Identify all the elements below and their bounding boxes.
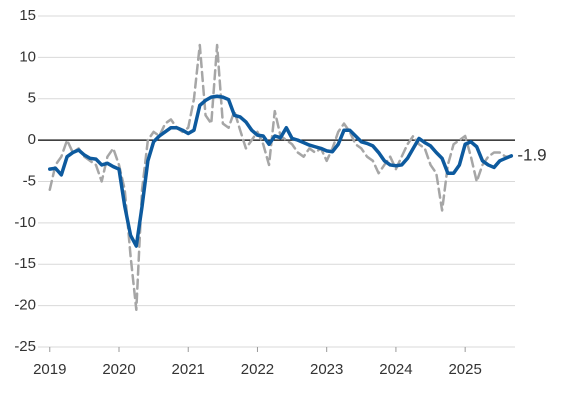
x-tick-label: 2023	[310, 361, 343, 378]
x-tick-label: 2021	[172, 361, 205, 378]
y-tick-label: -20	[14, 297, 36, 314]
x-tick-label: 2020	[102, 361, 135, 378]
x-tick-label: 2022	[241, 361, 274, 378]
y-tick-label: -25	[14, 338, 36, 355]
end-label: -1.9	[517, 145, 546, 164]
x-tick-label: 2019	[33, 361, 66, 378]
y-tick-label: -10	[14, 214, 36, 231]
y-tick-label: -15	[14, 255, 36, 272]
y-tick-label: 5	[28, 90, 36, 107]
x-tick-label: 2024	[379, 361, 412, 378]
y-tick-label: -5	[23, 172, 36, 189]
x-tick-label: 2025	[448, 361, 481, 378]
y-tick-label: 10	[19, 48, 36, 65]
y-tick-label: 15	[19, 7, 36, 24]
y-tick-label: 0	[28, 131, 36, 148]
series-line	[48, 94, 514, 248]
